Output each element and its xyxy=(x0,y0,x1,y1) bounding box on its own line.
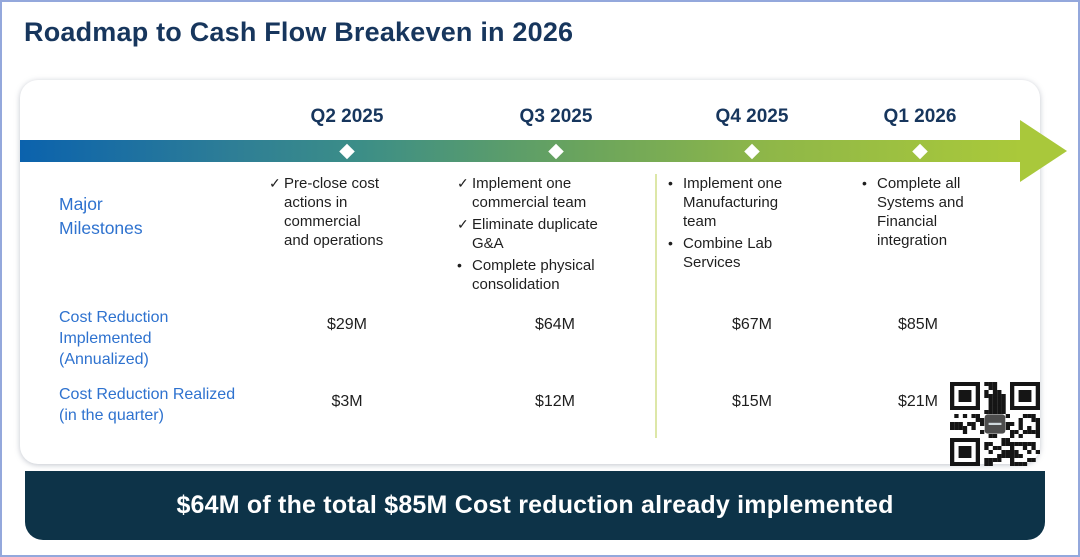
quarter-label-q4-2025: Q4 2025 xyxy=(715,106,789,127)
milestone-item: • Combine Lab Services xyxy=(668,234,791,272)
value-realized-q1: $21M xyxy=(897,393,939,410)
milestone-item: ✓ Implement one commercial team xyxy=(457,174,604,212)
milestone-item: • Complete all Systems and Financial int… xyxy=(862,174,971,250)
milestone-text: Complete all Systems and Financial integ… xyxy=(877,175,964,249)
milestones-q2-2025: ✓ Pre-close cost actions in commercial a… xyxy=(269,174,388,253)
milestone-text: Pre-close cost actions in commercial and… xyxy=(284,175,384,249)
value-implemented-q4: $67M xyxy=(731,316,773,333)
bullet-icon: • xyxy=(862,175,867,191)
checkmark-icon: ✓ xyxy=(457,175,469,191)
milestone-item: • Complete physical consolidation xyxy=(457,256,604,294)
milestone-item: ✓ Eliminate duplicate G&A xyxy=(457,215,604,253)
row-label-cost-reduction-realized: Cost Reduction Realized (in the quarter) xyxy=(59,386,236,424)
arrow-right-icon xyxy=(1020,120,1067,182)
milestone-text: Complete physical consolidation xyxy=(472,257,595,293)
quarter-label-q1-2026: Q1 2026 xyxy=(883,106,957,127)
value-realized-q4: $15M xyxy=(731,393,773,410)
checkmark-icon: ✓ xyxy=(457,216,469,232)
page-title: Roadmap to Cash Flow Breakeven in 2026 xyxy=(24,17,574,47)
qr-code xyxy=(950,382,1040,466)
checkmark-icon: ✓ xyxy=(269,175,281,191)
row-label-major-milestones: Major Milestones xyxy=(59,194,143,238)
value-implemented-q2: $29M xyxy=(326,316,368,333)
milestones-q1-2026: • Complete all Systems and Financial int… xyxy=(862,174,971,253)
summary-banner: $64M of the total $85M Cost reduction al… xyxy=(25,471,1045,540)
milestone-text: Implement one Manufacturing team xyxy=(683,175,783,230)
milestone-text: Eliminate duplicate G&A xyxy=(472,216,598,252)
timeline-bar xyxy=(20,140,1022,162)
milestones-q3-2025: ✓ Implement one commercial team ✓ Elimin… xyxy=(457,174,604,297)
value-implemented-q3: $64M xyxy=(534,316,576,333)
bullet-icon: • xyxy=(457,257,462,273)
milestone-text: Combine Lab Services xyxy=(683,235,773,271)
bullet-icon: • xyxy=(668,235,673,251)
milestones-q4-2025: • Implement one Manufacturing team • Com… xyxy=(668,174,791,275)
column-divider xyxy=(655,174,657,438)
milestone-item: • Implement one Manufacturing team xyxy=(668,174,791,231)
value-realized-q2: $3M xyxy=(331,393,363,410)
row-label-cost-reduction-implemented: Cost Reduction Implemented (Annualized) xyxy=(59,309,169,368)
quarter-label-q2-2025: Q2 2025 xyxy=(310,106,384,127)
milestone-item: ✓ Pre-close cost actions in commercial a… xyxy=(269,174,388,250)
value-implemented-q1: $85M xyxy=(897,316,939,333)
quarter-label-q3-2025: Q3 2025 xyxy=(519,106,593,127)
bullet-icon: • xyxy=(668,175,673,191)
milestone-text: Implement one commercial team xyxy=(472,175,587,211)
value-realized-q3: $12M xyxy=(534,393,576,410)
summary-banner-text: $64M of the total $85M Cost reduction al… xyxy=(176,491,894,519)
